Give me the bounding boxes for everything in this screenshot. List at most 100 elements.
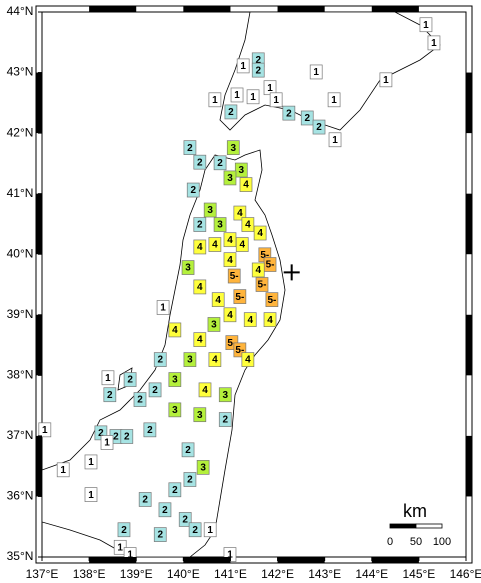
station-intensity: 1 [117, 542, 123, 553]
station-marker [158, 502, 172, 518]
station-marker [243, 312, 257, 327]
station-marker [207, 317, 221, 332]
x-tick-label: 142°E [261, 567, 294, 581]
station: 2 [300, 110, 314, 126]
station: 4 [235, 237, 249, 252]
frame-segment [371, 6, 419, 12]
station-intensity: 2 [98, 428, 104, 439]
station-intensity: 1 [331, 95, 337, 106]
station: 1 [208, 92, 222, 108]
station-intensity: 1 [207, 525, 213, 536]
station: 1 [38, 422, 52, 438]
station-marker [255, 277, 269, 292]
station: 5- [265, 292, 279, 307]
station-intensity: 2 [172, 485, 178, 496]
y-tick-label: 39°N [7, 307, 34, 321]
station-intensity: 4 [215, 295, 221, 306]
station: 1 [84, 454, 98, 470]
frame-segment [36, 72, 42, 134]
x-tick-label: 146°E [450, 567, 481, 581]
station: 4 [208, 352, 222, 367]
station-marker [218, 387, 232, 403]
station-intensity: 2 [107, 390, 113, 401]
station-intensity: 2 [157, 355, 163, 366]
station: 3 [168, 372, 182, 387]
station-marker [213, 217, 227, 232]
station-intensity: 4 [245, 220, 251, 231]
station-marker [181, 442, 195, 458]
station-marker [208, 237, 222, 252]
station: 2 [193, 154, 207, 170]
station: 3 [226, 140, 240, 155]
station-intensity: 4 [243, 180, 249, 191]
station-intensity: 2 [152, 385, 158, 396]
station-marker [183, 472, 197, 487]
station-intensity: 3 [172, 375, 178, 386]
station-marker [133, 392, 147, 407]
station-marker [183, 352, 197, 367]
station: 3 [218, 387, 232, 403]
station: 1 [246, 89, 260, 105]
station-marker [223, 252, 237, 268]
y-tick-label: 40°N [7, 246, 34, 260]
station-intensity: 5- [267, 295, 276, 306]
station: 2 [186, 182, 200, 198]
station-marker [235, 237, 249, 252]
x-tick-label: 137°E [26, 567, 59, 581]
station-marker [84, 454, 98, 470]
station-marker [211, 292, 225, 307]
station-marker [253, 225, 267, 241]
frame-segment [371, 557, 419, 563]
station: 4 [223, 252, 237, 268]
station-intensity: 2 [113, 432, 119, 443]
station-intensity: 2 [124, 432, 130, 443]
station-marker [218, 412, 232, 427]
station-intensity: 2 [147, 425, 153, 436]
station-marker [312, 119, 326, 135]
station: 4 [251, 262, 265, 278]
station-marker [246, 89, 260, 105]
station-marker [208, 92, 222, 108]
station-marker [230, 87, 244, 103]
x-tick-label: 138°E [73, 567, 106, 581]
station-intensity: 1 [60, 465, 66, 476]
station-marker [227, 268, 241, 284]
scale-label: 100 [433, 536, 451, 548]
station-marker [38, 422, 52, 438]
station: 1 [379, 72, 393, 88]
station-marker [427, 35, 441, 51]
station-intensity: 1 [160, 303, 166, 314]
station-intensity: 4 [212, 240, 218, 251]
station: 3 [234, 162, 248, 178]
station: 2 [224, 104, 238, 120]
station: 2 [181, 442, 195, 458]
station-marker [251, 62, 265, 78]
station: 1 [328, 132, 342, 148]
frame-segment [89, 557, 137, 563]
station: 2 [183, 472, 197, 487]
station: 4 [193, 279, 207, 295]
station: 3 [168, 402, 182, 418]
x-tick-label: 145°E [402, 567, 435, 581]
station-intensity: 1 [273, 95, 279, 106]
station: 4 [243, 312, 257, 327]
station-marker [265, 292, 279, 307]
station-marker [117, 522, 131, 538]
station-intensity: 5- [235, 345, 244, 356]
station: 2 [158, 502, 172, 518]
station-marker [123, 372, 137, 387]
station-marker [213, 155, 227, 171]
station-marker [193, 154, 207, 170]
station-intensity: 1 [313, 67, 319, 78]
station-marker [84, 487, 98, 502]
station: 3 [223, 170, 237, 186]
station-intensity: 2 [197, 220, 203, 231]
station-marker [153, 527, 167, 542]
station: 2 [153, 352, 167, 367]
station: 1 [269, 92, 283, 108]
frame-segment [277, 6, 325, 12]
station-intensity: 3 [172, 405, 178, 416]
frame-border [35, 5, 473, 564]
station-intensity: 4 [257, 228, 263, 239]
station-intensity: 2 [187, 143, 193, 154]
